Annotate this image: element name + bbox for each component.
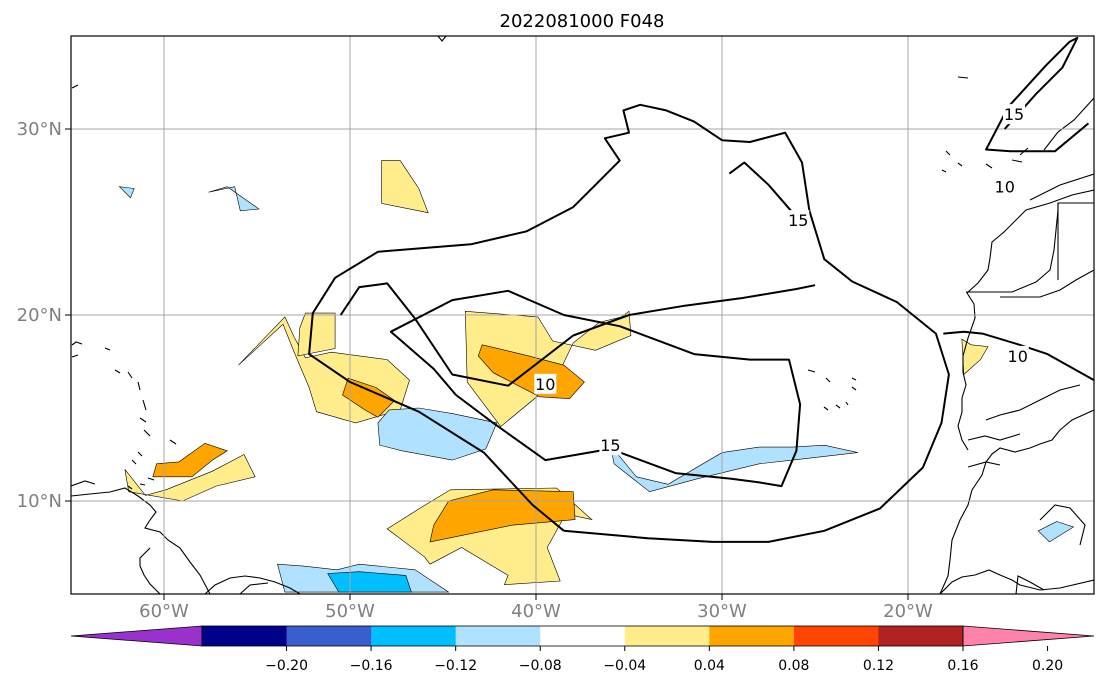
colorbar-outline [201,625,964,647]
shaded-region [342,377,396,418]
longitude-tick-label: 20°W [883,601,933,622]
contour-label: 10 [1008,347,1028,366]
shaded-region [208,186,260,212]
longitude-tick-label: 30°W [697,601,747,622]
coastlines [71,36,1094,594]
shaded-region [429,489,576,543]
colorbar-swatch [624,626,710,646]
colorbar-swatch [371,626,457,646]
contour-line [943,330,1094,381]
latitude-tick-label: 10°N [17,491,62,512]
latitude-tick-label: 30°N [17,119,62,140]
colorbar-tick-label: 0.12 [863,658,894,674]
colorbar-tick-label: 0.20 [1032,658,1063,674]
colorbar-tick-label: 0.04 [694,658,725,674]
shaded-region [327,571,412,593]
colorbar-tick-label: −0.20 [265,658,308,674]
contour-line [985,36,1090,153]
shaded-region [118,186,135,199]
contour-line [339,282,816,387]
latitude-tick-label: 20°N [17,305,62,326]
shaded-region [610,444,858,493]
contour-label-background [993,176,1016,197]
colorbar-tick-label: −0.04 [603,658,646,674]
latitude-ticks: 10°N 20°N 30°N [17,119,71,512]
shaded-region [124,454,256,502]
shaded-region [297,312,336,357]
contour-label-background [534,373,557,394]
contour-labels: 10 15 15 10 10 15 [534,104,1029,456]
shaded-region [961,338,989,376]
longitude-tick-label: 40°W [511,601,561,622]
longitude-tick-label: 60°W [139,601,189,622]
colorbar-swatch [455,626,541,646]
contour-label: 15 [1004,105,1024,124]
colorbar-swatch [286,626,372,646]
longitude-ticks: 60°W 50°W 40°W 30°W 20°W [139,594,933,622]
contour-label: 10 [995,178,1015,197]
colorbar-tick-label: −0.12 [434,658,477,674]
colorbar-swatch [202,626,288,646]
colorbar-ticks: −0.20 −0.16 −0.12 −0.08 −0.04 0.04 0.08 0.12 0.1… [265,646,1063,674]
lat-lon-grid [71,36,1094,594]
shaded-region [477,344,585,400]
contour-label: 15 [788,211,808,230]
contour-label: 10 [535,375,555,394]
colorbar-swatch [540,626,626,646]
colorbar-tick-label: 0.08 [778,658,809,674]
contour-line [308,103,950,543]
shaded-region [377,407,498,461]
chart-title: 2022081000 F048 [500,11,665,32]
shaded-region [1037,521,1075,543]
colorbar-extend-max [962,625,1095,647]
colorbar-tick-label: 0.16 [947,658,978,674]
shaded-region [152,442,228,478]
colorbar-tick-label: −0.16 [350,658,393,674]
colorbar-tick-label: −0.08 [519,658,562,674]
colorbar-swatch [709,626,795,646]
contour-label: 15 [600,436,620,455]
longitude-tick-label: 50°W [325,601,375,622]
contour-label-background [1003,104,1026,125]
contour-label-background [1006,345,1029,366]
colorbar-swatch [793,626,879,646]
contour-label-background [599,435,622,456]
contour-label-background [787,210,810,231]
shaded-region [381,160,429,214]
colorbar-swatch [878,626,964,646]
colorbar [70,625,1095,647]
shaded-field [118,160,1075,593]
colorbar-extend-min [70,625,203,647]
